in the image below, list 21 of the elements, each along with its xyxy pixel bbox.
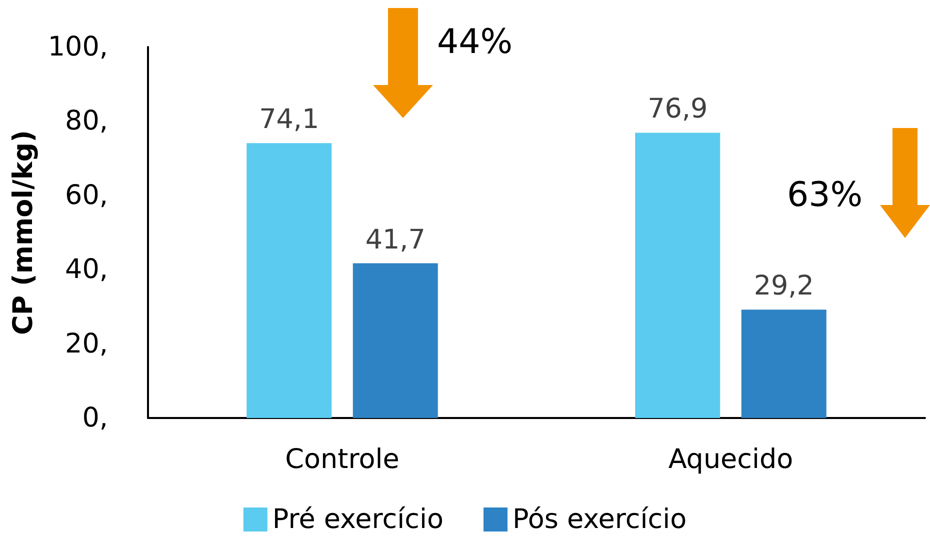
legend-label: Pós exercício <box>512 504 687 535</box>
y-tick-label: 100, <box>48 32 108 62</box>
annotation: 44% <box>437 22 513 62</box>
data-label: 74,1 <box>259 104 320 136</box>
y-tick-label: 20, <box>65 328 108 360</box>
x-tick-label: Controle <box>285 444 400 475</box>
y-tick-label: 60, <box>65 180 108 211</box>
x-tick-label: Aquecido <box>668 444 794 475</box>
y-tick-label: 40, <box>65 254 108 286</box>
y-tick-label: 0, <box>82 402 108 434</box>
annotation: 63% <box>787 175 863 215</box>
data-label: 76,9 <box>648 94 708 125</box>
legend-label: Pré exercício <box>272 504 444 535</box>
y-axis-title: CP (mmol/kg) <box>8 130 39 335</box>
y-tick-label: 80, <box>65 106 108 137</box>
bar <box>246 143 332 418</box>
bar <box>741 310 826 418</box>
bar <box>635 132 720 418</box>
bar <box>352 263 438 418</box>
data-label: 29,2 <box>754 270 814 302</box>
data-label: 41,7 <box>365 224 426 256</box>
